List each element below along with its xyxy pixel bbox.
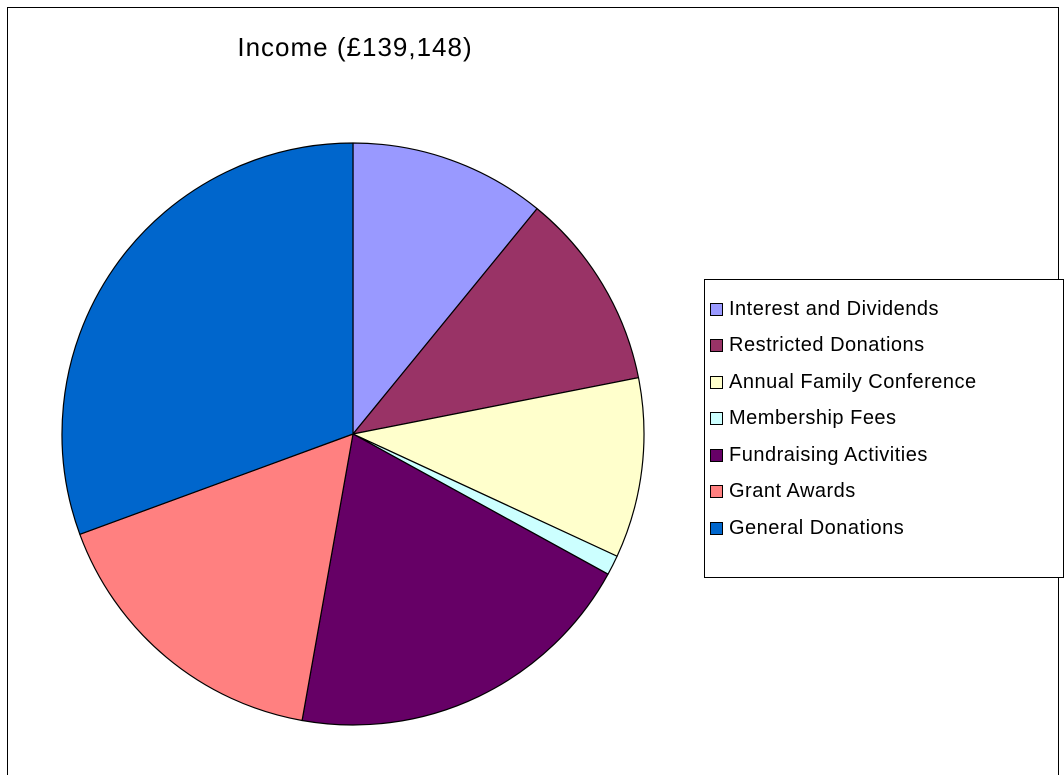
legend-item: Annual Family Conference: [705, 369, 977, 395]
legend-label: General Donations: [729, 516, 905, 539]
legend-swatch: [710, 339, 723, 352]
pie-slice-grant-awards: [79, 433, 354, 722]
legend-item: Grant Awards: [705, 479, 856, 505]
legend: Interest and Dividends Restricted Donatio…: [704, 279, 1064, 578]
legend-label: Membership Fees: [729, 407, 897, 429]
pie-slice-general-donations: [61, 142, 354, 535]
legend-swatch: [710, 485, 723, 498]
legend-label: Restricted Donations: [729, 334, 925, 356]
legend-label: Interest and Dividends: [729, 297, 940, 320]
chart-title: Income (£139,148): [237, 32, 473, 62]
legend-label: Annual Family Conference: [729, 370, 977, 393]
legend-label: Grant Awards: [729, 480, 856, 502]
pie-slice-annual-family-conference: [352, 377, 645, 557]
legend-swatch: [710, 448, 723, 462]
legend-label: Fundraising Activities: [729, 443, 928, 466]
pie-slice-restricted-donations: [352, 208, 640, 435]
pie-slice-interest-and-dividends: [352, 142, 538, 435]
legend-swatch: [710, 302, 723, 316]
legend-swatch: [710, 412, 723, 425]
legend-item: General Donations: [705, 515, 904, 541]
legend-item: Fundraising Activities: [705, 442, 928, 468]
legend-item: Interest and Dividends: [705, 296, 939, 322]
pie-slice-fundraising-activities: [301, 433, 609, 726]
legend-item: Membership Fees: [705, 406, 897, 432]
legend-item: Restricted Donations: [705, 333, 925, 359]
legend-swatch: [710, 521, 723, 535]
legend-swatch: [710, 375, 723, 389]
